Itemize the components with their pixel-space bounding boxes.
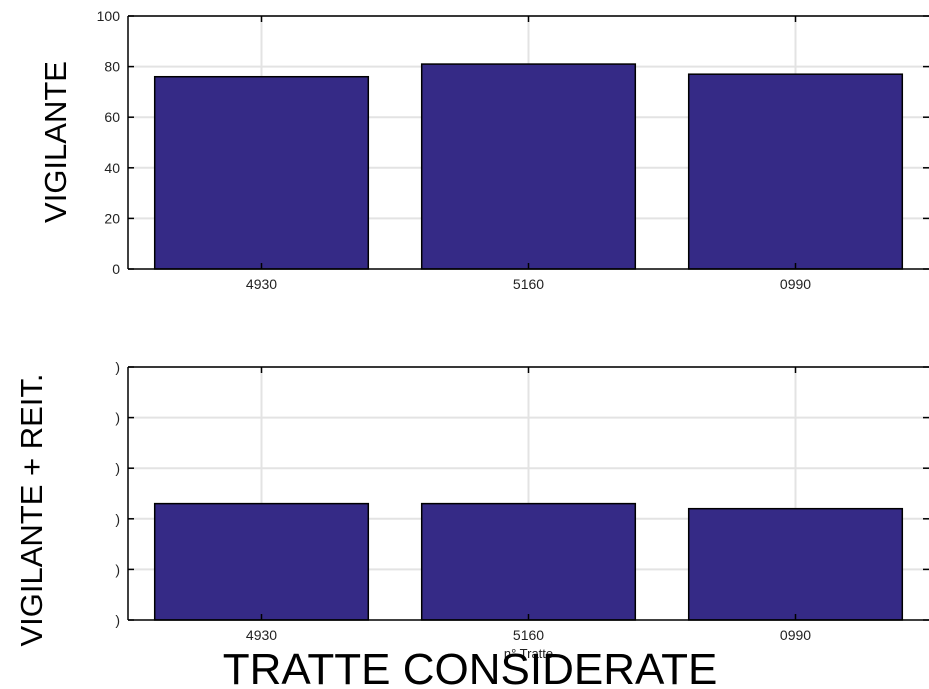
- y-tick-label: 100: [97, 8, 121, 24]
- chart-panel-vigilante: 0 20 40 60 80 100 4930 5160 0990 VIGILANTE: [38, 8, 929, 292]
- x-tick-label: 0990: [780, 627, 811, 643]
- x-tick-label: 5160: [513, 627, 544, 643]
- y-tick-label: ): [115, 561, 120, 577]
- x-tick-label: 5160: [513, 276, 544, 292]
- y-tick-label: 0: [112, 261, 120, 277]
- bar-4930: [153, 502, 370, 621]
- x-tick-label: 0990: [780, 276, 811, 292]
- y-tick-label: ): [115, 359, 120, 375]
- y-tick-label: ): [115, 410, 120, 426]
- y-tick-label: ): [115, 612, 120, 628]
- y-tick-label: ): [115, 460, 120, 476]
- y-tick-label: 40: [104, 160, 120, 176]
- y-axis-label: VIGILANTE + REIT.: [14, 373, 49, 646]
- y-axis-label: VIGILANTE: [38, 61, 73, 223]
- x-tick-label: 4930: [246, 276, 277, 292]
- x-tick-label: 4930: [246, 627, 277, 643]
- bar-0990: [687, 73, 904, 270]
- figure-x-axis-label: TRATTE CONSIDERATE: [223, 645, 718, 689]
- bar-0990: [687, 507, 904, 621]
- bar-4930: [153, 75, 370, 270]
- bar-5160: [420, 502, 637, 621]
- y-tick-label: 80: [104, 59, 120, 75]
- bar-5160: [420, 63, 637, 270]
- x-axis-label: n° Tratte: [504, 646, 553, 661]
- y-tick-label: ): [115, 511, 120, 527]
- y-tick-label: 20: [104, 210, 120, 226]
- y-tick-label: 60: [104, 109, 120, 125]
- chart-panel-vigilante-reit: )))))) 4930 5160 0990 n° Tratte VIGILANTE + R…: [14, 359, 929, 661]
